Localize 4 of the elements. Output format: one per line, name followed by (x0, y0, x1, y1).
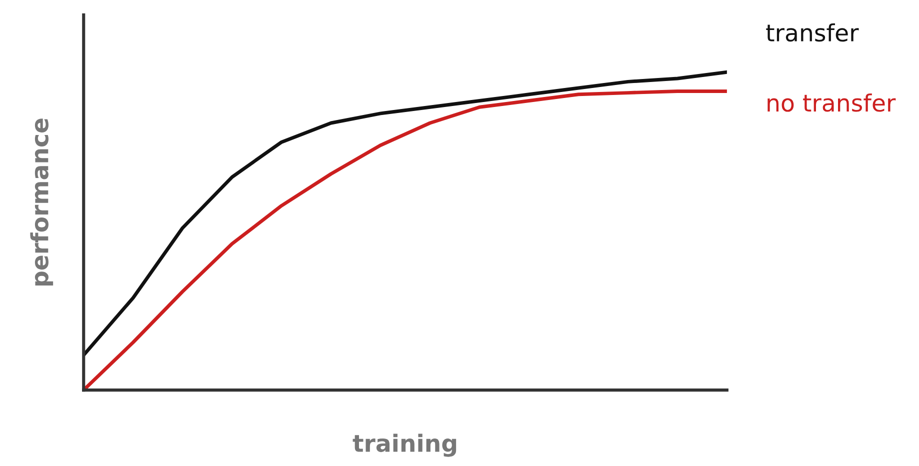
text: transfer (766, 23, 859, 42)
series-label: no transfer (768, 94, 896, 112)
x-axis-title: training (352, 434, 456, 457)
y-axis-title: performance (30, 118, 54, 286)
